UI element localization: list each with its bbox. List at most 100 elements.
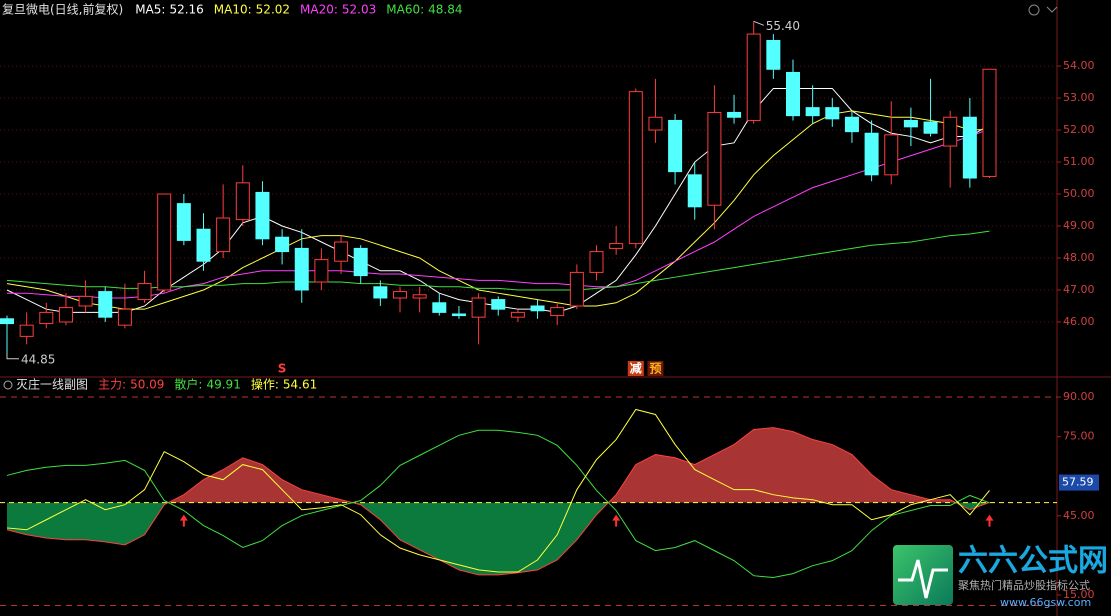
candle-body	[766, 39, 781, 70]
candle-body	[982, 68, 997, 177]
legend-name: MA60:	[386, 3, 424, 17]
signal-arrow	[179, 514, 188, 527]
candle-body	[451, 313, 466, 317]
candle-body	[687, 174, 702, 208]
signal-arrow	[985, 514, 994, 527]
logo: 六六公式网 聚焦热门精品炒股指标公式 www.66gsw.com	[893, 544, 1108, 609]
marker-label: 减	[630, 361, 642, 376]
y-tick-label: 54.00	[1063, 59, 1095, 72]
candle-body	[176, 203, 191, 241]
candle-body	[962, 116, 977, 179]
panel-icon[interactable]	[3, 380, 13, 390]
candle-body	[569, 271, 584, 307]
marker-label: 预	[649, 362, 661, 376]
candle-body	[137, 283, 152, 301]
y-tick-label: 90.00	[1063, 390, 1095, 403]
cursor-box	[1059, 474, 1099, 491]
cursor-label: 57.59	[1062, 476, 1094, 489]
legend-value: 52.16	[169, 3, 203, 17]
candle-body	[491, 299, 506, 310]
candle-body	[864, 132, 879, 176]
legend-value: 49.91	[206, 378, 240, 392]
candle-body	[589, 251, 604, 273]
candle-body	[727, 111, 742, 118]
candle-body	[275, 236, 290, 253]
candle-body	[510, 311, 525, 318]
candle-body	[550, 307, 565, 317]
legend-name: MA20:	[300, 3, 338, 17]
candle-body	[294, 247, 309, 291]
candle-body	[196, 228, 211, 262]
candle-body	[668, 119, 683, 173]
indicator-line	[6, 427, 990, 576]
legend-value: 50.09	[130, 378, 164, 392]
candle-body	[39, 311, 54, 325]
candle-body	[746, 33, 761, 121]
candle-body	[235, 182, 250, 221]
candle-body	[471, 297, 486, 318]
y-tick-label: 51.00	[1063, 155, 1095, 168]
candle-body	[255, 191, 270, 240]
candle-body	[648, 116, 663, 131]
candle-body	[157, 193, 172, 291]
candle-body	[314, 259, 329, 283]
candle-body	[432, 302, 447, 313]
candle-body	[334, 241, 349, 262]
logo-slogan: 聚焦热门精品炒股指标公式	[958, 578, 1090, 592]
min-pointer	[6, 353, 19, 360]
candle-body	[117, 308, 132, 326]
candle-body	[412, 294, 427, 299]
candle-body	[78, 295, 93, 307]
area-above	[168, 427, 990, 503]
max-label: 55.40	[766, 19, 800, 33]
settings-icon[interactable]	[1028, 4, 1040, 16]
candle-body	[805, 107, 820, 117]
legend-value: 52.03	[342, 3, 376, 17]
candle-body	[530, 305, 545, 312]
y-tick-label: 46.00	[1063, 315, 1095, 328]
candle-body	[216, 217, 231, 253]
collapse-icon[interactable]	[1046, 6, 1058, 13]
candle-body	[844, 116, 859, 133]
legend-name: MA5:	[135, 3, 165, 17]
candle-body	[943, 116, 958, 147]
y-tick-label: 45.00	[1063, 509, 1095, 522]
y-tick-label: 48.00	[1063, 251, 1095, 264]
candle-body	[0, 318, 14, 325]
max-pointer	[753, 20, 764, 26]
y-tick-label: 15.00	[1063, 588, 1095, 601]
candle-body	[98, 291, 113, 318]
logo-pulse	[898, 559, 948, 599]
y-tick-label: 50.00	[1063, 187, 1095, 200]
candle-body	[58, 307, 73, 323]
signal-arrow	[612, 514, 621, 527]
indicator-line	[6, 408, 990, 573]
y-tick-label: 53.00	[1063, 91, 1095, 104]
y-tick-label: 47.00	[1063, 283, 1095, 296]
indicator-line	[6, 429, 990, 579]
panel-title: 灭庄一线副图	[16, 377, 88, 392]
candle-body	[786, 71, 800, 117]
min-label: 44.85	[21, 352, 55, 366]
marker-box	[627, 361, 644, 376]
candle-body	[373, 286, 388, 299]
candle-body	[923, 121, 938, 134]
candle-body	[609, 243, 624, 249]
legend-name: 散户:	[174, 377, 202, 392]
logo-name: 六六公式网	[958, 544, 1108, 579]
marker-label: S	[278, 362, 287, 376]
chart-title: 复旦微电(日线,前复权)	[2, 2, 123, 17]
candle-body	[884, 134, 899, 176]
candle-body	[19, 324, 34, 337]
candle-body	[903, 119, 918, 128]
logo-icon	[893, 545, 953, 605]
legend-value: 54.61	[283, 378, 317, 392]
legend-name: 主力:	[98, 378, 126, 392]
legend-name: 操作:	[251, 377, 279, 392]
marker-box	[647, 361, 664, 376]
logo-url: www.66gsw.com	[1000, 596, 1091, 609]
candle-body	[825, 107, 840, 120]
legend-value: 52.02	[256, 3, 290, 17]
